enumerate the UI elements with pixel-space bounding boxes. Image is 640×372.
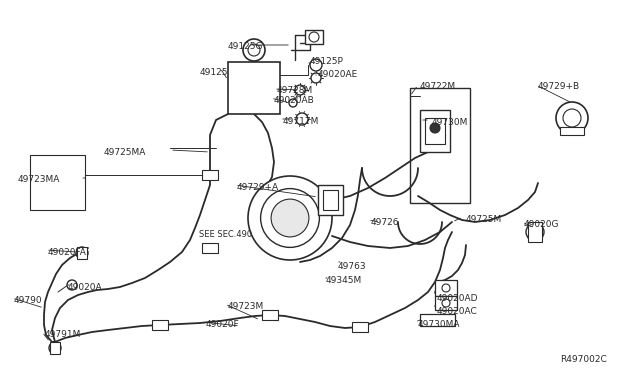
Text: 49730M: 49730M (432, 118, 468, 127)
Text: 49020A: 49020A (68, 283, 102, 292)
Text: 49020F: 49020F (206, 320, 239, 329)
Bar (435, 296, 457, 310)
Text: 49020AE: 49020AE (318, 70, 358, 79)
Text: 49345M: 49345M (326, 276, 362, 285)
Bar (262, 310, 278, 320)
Text: 49726: 49726 (371, 218, 399, 227)
Circle shape (430, 123, 440, 133)
Text: 49125: 49125 (200, 68, 228, 77)
Circle shape (67, 280, 77, 290)
Circle shape (310, 59, 322, 71)
Text: 49020FA: 49020FA (48, 248, 87, 257)
Circle shape (526, 223, 544, 241)
Text: 49729+A: 49729+A (237, 183, 279, 192)
Circle shape (311, 73, 321, 83)
Bar (50, 342, 60, 354)
Circle shape (309, 32, 319, 42)
Text: 49125P: 49125P (310, 57, 344, 66)
Bar (228, 62, 280, 114)
Circle shape (563, 109, 581, 127)
Circle shape (442, 299, 450, 307)
Text: 49729+B: 49729+B (538, 82, 580, 91)
Text: SEE SEC.490: SEE SEC.490 (199, 230, 252, 239)
Bar (528, 222, 542, 242)
Bar (305, 30, 323, 44)
Text: 49020G: 49020G (524, 220, 559, 229)
Circle shape (243, 39, 265, 61)
Circle shape (49, 342, 61, 354)
Text: 49020AB: 49020AB (274, 96, 315, 105)
Circle shape (271, 199, 309, 237)
Bar (420, 110, 450, 152)
Bar (323, 190, 338, 210)
Text: 49790: 49790 (14, 296, 43, 305)
Bar (425, 118, 445, 144)
Bar (420, 314, 455, 326)
Text: 49717M: 49717M (283, 117, 319, 126)
Bar (560, 127, 584, 135)
Bar (152, 320, 168, 330)
Circle shape (556, 102, 588, 134)
Text: 49723MA: 49723MA (18, 175, 60, 184)
Text: 49723M: 49723M (228, 302, 264, 311)
Circle shape (248, 176, 332, 260)
Circle shape (442, 284, 450, 292)
Circle shape (260, 189, 319, 247)
Text: 49725MA: 49725MA (104, 148, 147, 157)
Circle shape (289, 99, 297, 107)
Bar (410, 88, 470, 203)
Bar (202, 243, 218, 253)
Circle shape (295, 85, 305, 95)
Bar (318, 185, 343, 215)
Bar (77, 247, 87, 259)
Text: 49730MA: 49730MA (418, 320, 461, 329)
Bar (435, 280, 457, 296)
Bar (352, 322, 368, 332)
Text: 49020AC: 49020AC (437, 307, 477, 316)
Circle shape (76, 247, 88, 259)
Circle shape (248, 44, 260, 56)
Text: 49791M: 49791M (45, 330, 81, 339)
Text: 49722M: 49722M (420, 82, 456, 91)
Text: 49728M: 49728M (277, 86, 313, 95)
Bar (202, 170, 218, 180)
Text: 49725M: 49725M (466, 215, 502, 224)
Text: 49763: 49763 (338, 262, 367, 271)
Text: 49125G: 49125G (228, 42, 264, 51)
Circle shape (296, 113, 308, 125)
Text: 49020AD: 49020AD (437, 294, 479, 303)
Text: R497002C: R497002C (560, 355, 607, 364)
Bar (30, 155, 85, 210)
